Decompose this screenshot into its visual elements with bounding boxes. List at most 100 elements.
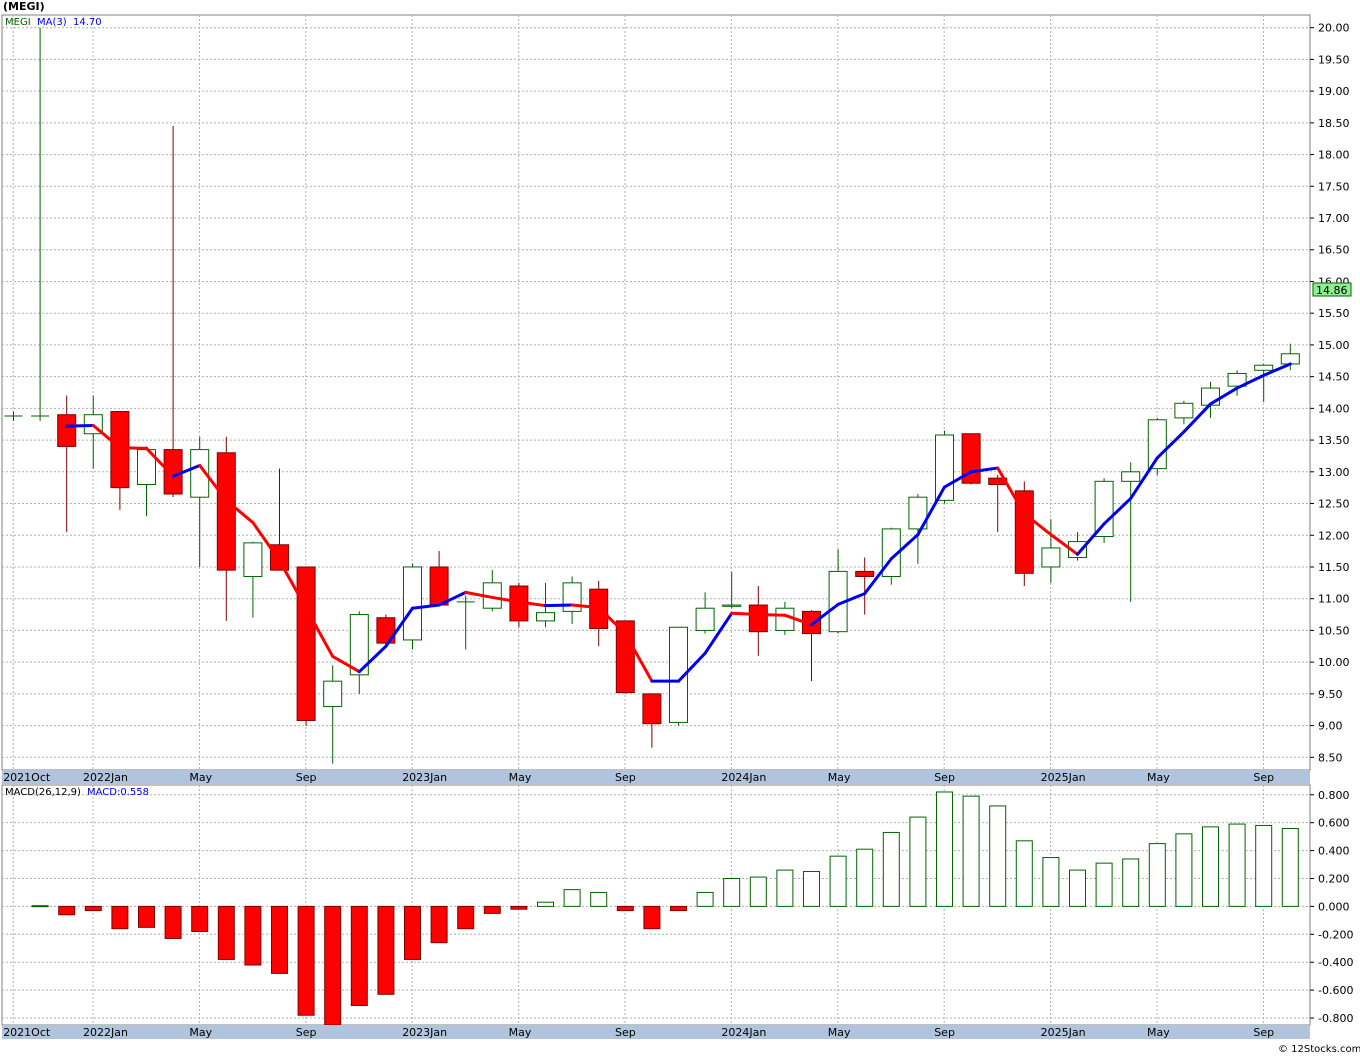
candle-body — [908, 496, 928, 530]
ma-segment — [118, 446, 148, 450]
macd-y-tick-label: -0.200 — [1318, 928, 1353, 941]
ma-segment — [278, 559, 308, 610]
legend-ticker: MEGI — [5, 17, 31, 28]
ma-segment — [730, 611, 760, 617]
candle-body — [1227, 372, 1247, 387]
macd-bar — [297, 905, 315, 1016]
price-x-tick-label: May — [189, 771, 212, 784]
price-y-tick-label: 13.50 — [1318, 434, 1350, 447]
ma-segment — [1262, 362, 1292, 377]
price-y-tick-label: 12.50 — [1318, 498, 1350, 511]
price-x-axis-labels: 2021Oct 2022Jan May Sep 2023Jan May Sep 2024Jan… — [3, 771, 1274, 784]
ma-segment — [916, 485, 946, 537]
ma-segment — [490, 595, 521, 604]
macd-bar — [164, 905, 182, 939]
ma-segment — [384, 606, 414, 648]
last-price-tag-value: 14.86 — [1316, 284, 1348, 297]
chart-title: (MEGI) — [3, 0, 45, 13]
candle-body — [296, 566, 316, 722]
macd-bar — [244, 905, 262, 966]
ma-segment — [623, 632, 654, 683]
macd-bar — [1175, 833, 1193, 907]
candle-body — [642, 693, 662, 725]
macd-histogram — [31, 791, 1299, 1026]
ma-segment — [251, 521, 281, 563]
macd-panel: 0.800 0.600 0.400 0.200 0.000 -0.200 -0.400 -0.… — [1, 784, 1353, 1039]
candle-body — [323, 680, 343, 708]
price-x-tick-label: 2021Oct — [3, 771, 51, 784]
ma-segment — [411, 603, 441, 610]
ma-segment — [1049, 533, 1079, 556]
macd-bar — [217, 905, 235, 960]
macd-x-tick-label: 2025Jan — [1041, 1026, 1086, 1039]
ma-segment — [65, 423, 95, 428]
macd-y-tick-label: -0.400 — [1318, 956, 1353, 969]
macd-x-tick-label: 2021Oct — [3, 1026, 51, 1039]
candle-body — [270, 544, 289, 571]
price-y-tick-label: 14.50 — [1318, 371, 1350, 384]
price-y-tick-label: 18.00 — [1318, 149, 1350, 162]
last-price-tag-box — [1312, 282, 1352, 297]
ma-segment — [996, 466, 1026, 516]
candle-body — [1014, 490, 1034, 574]
macd-bar — [1122, 858, 1140, 907]
macd-y-tick-label: -0.800 — [1318, 1012, 1353, 1025]
macd-bar — [1202, 826, 1219, 907]
ma-segment — [943, 470, 973, 489]
ma-segment — [437, 590, 468, 607]
ma-segment — [969, 466, 1000, 474]
candle-body — [57, 414, 77, 447]
price-x-tick-label: May — [1147, 771, 1170, 784]
ma-segment — [517, 600, 547, 608]
price-x-tick-label: 2025Jan — [1041, 771, 1086, 784]
macd-x-tick-label: 2024Jan — [721, 1026, 766, 1039]
price-y-tick-label: 11.00 — [1318, 593, 1350, 606]
ma-segment — [1129, 456, 1159, 500]
price-y-tick-label: 16.50 — [1318, 244, 1350, 257]
ma-segment — [1182, 402, 1212, 434]
price-x-tick-label: 2023Jan — [402, 771, 447, 784]
ma-segment — [91, 423, 122, 450]
candle-body — [775, 607, 795, 631]
price-x-tick-label: Sep — [934, 771, 955, 784]
macd-y-tick-label: 0.800 — [1318, 789, 1350, 802]
macd-y-tick-label: 0.400 — [1318, 845, 1350, 858]
macd-bar — [1255, 824, 1273, 907]
macd-x-tick-label: Sep — [934, 1026, 955, 1039]
macd-x-tick-label: Sep — [296, 1026, 317, 1039]
macd-y-tick-label: 0.000 — [1318, 900, 1350, 913]
ma-segment — [171, 463, 202, 478]
macd-bar — [1148, 843, 1166, 907]
macd-bar — [271, 905, 288, 974]
price-y-tick-label: 19.00 — [1318, 85, 1350, 98]
macd-x-axis-band — [2, 1025, 1310, 1039]
candle-body — [1121, 471, 1141, 482]
macd-bar — [84, 905, 102, 912]
macd-bar — [696, 891, 714, 907]
price-y-tick-label: 15.50 — [1318, 307, 1350, 320]
price-vertical-gridlines — [12, 15, 1264, 770]
ma-segment — [198, 463, 228, 502]
macd-y-axis: 0.800 0.600 0.400 0.200 0.000 -0.200 -0.400 -0.… — [1310, 789, 1353, 1025]
price-y-tick-label: 17.00 — [1318, 212, 1350, 225]
macd-x-tick-label: May — [1147, 1026, 1170, 1039]
macd-bar — [430, 905, 448, 944]
macd-x-tick-label: Sep — [1253, 1026, 1274, 1039]
source-credit: © 12Stocks.com — [1278, 1044, 1360, 1055]
macd-bar — [58, 905, 76, 916]
price-x-tick-label: Sep — [1253, 771, 1274, 784]
candle-body — [1254, 364, 1274, 371]
candle-body — [536, 612, 555, 622]
macd-x-tick-label: May — [828, 1026, 851, 1039]
ma-segment — [1209, 386, 1239, 406]
candle-body — [748, 604, 768, 633]
macd-bar — [616, 905, 634, 912]
price-x-tick-label: Sep — [296, 771, 317, 784]
macd-bar — [537, 901, 554, 907]
macd-bar — [563, 889, 581, 907]
price-y-tick-label: 9.00 — [1318, 720, 1343, 733]
macd-legend-label: MACD(26,12,9) — [5, 787, 81, 798]
candle-body — [216, 452, 236, 571]
candle-body — [1041, 547, 1061, 568]
price-y-tick-label: 18.50 — [1318, 117, 1350, 130]
